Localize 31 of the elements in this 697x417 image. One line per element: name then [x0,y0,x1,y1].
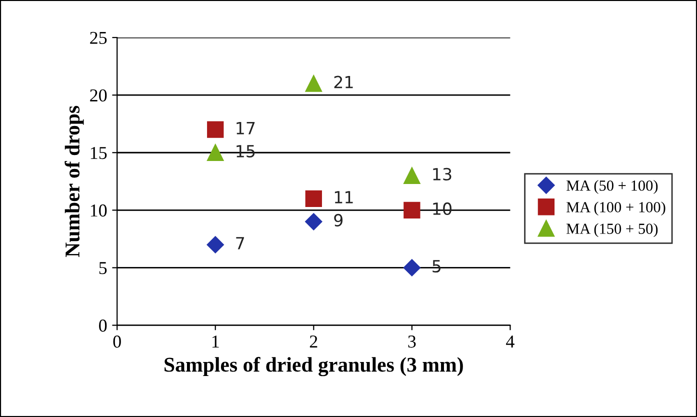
x-tick-label: 2 [310,336,318,348]
x-tick-label: 1 [212,336,219,348]
data-label: 11 [334,191,353,204]
data-label: 17 [236,122,255,134]
y-tick-label: 5 [99,262,107,274]
legend-label: MA (100 + 100) [566,202,666,216]
legend-label: MA (50 + 100) [566,180,658,194]
point [404,202,420,218]
point [403,259,420,276]
legend-label: MA (150 + 50) [566,223,658,238]
point [206,236,224,254]
y-tick-label: 20 [90,89,107,102]
data-label: 9 [334,214,343,227]
x-axis-title: Samples of dried granules (3 mm) [164,356,463,376]
point [404,167,420,184]
point [207,144,224,161]
x-tick-label: 0 [113,336,121,348]
y-tick-label: 10 [90,204,107,217]
point [305,75,322,92]
x-tick-label: 3 [408,336,416,348]
y-axis-title: Number of drops [64,106,84,258]
point [305,213,322,230]
y-tick-label: 0 [99,320,107,332]
data-label: 21 [334,76,353,88]
data-label: 13 [433,168,452,180]
point [305,190,322,207]
y-tick-label: 25 [90,32,107,44]
point [207,121,224,138]
y-tick-label: 15 [90,146,107,160]
x-tick-label: 4 [506,336,514,348]
data-label: 7 [236,237,244,250]
